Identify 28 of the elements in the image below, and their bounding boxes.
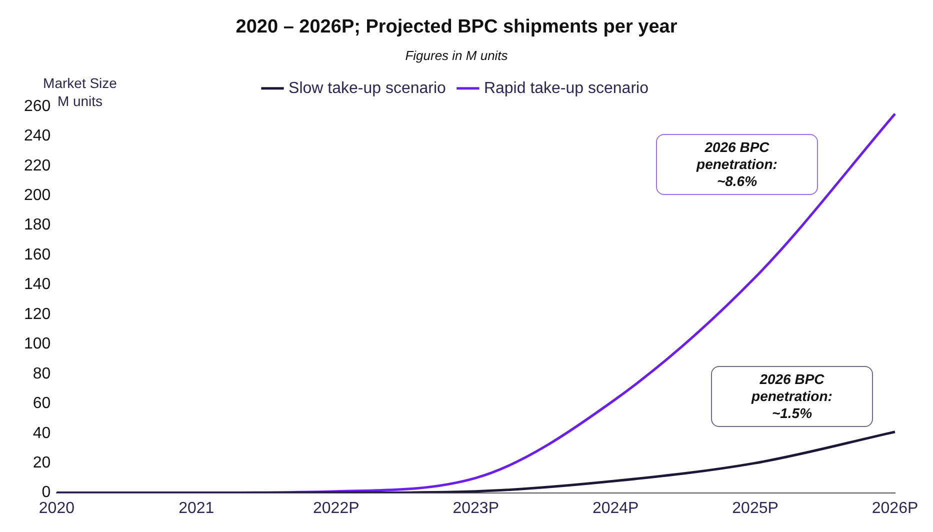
- callout-box: 2026 BPC penetration: ~1.5%: [711, 366, 873, 427]
- y-tick-label: 0: [42, 484, 51, 502]
- legend-label: Rapid take-up scenario: [484, 80, 649, 97]
- y-tick-label: 180: [24, 216, 51, 234]
- chart-title: 2020 – 2026P; Projected BPC shipments per year: [236, 16, 678, 38]
- y-tick-label: 40: [32, 424, 51, 442]
- y-tick-label: 240: [24, 128, 51, 145]
- x-tick-label: 2025P: [732, 500, 778, 517]
- y-tick-label: 80: [32, 365, 51, 382]
- y-tick-label: 20: [32, 454, 51, 472]
- callout-box: 2026 BPC penetration: ~8.6%: [656, 134, 818, 195]
- y-tick-label: 220: [24, 157, 51, 174]
- x-tick-label: 2023P: [452, 500, 499, 517]
- y-tick-label: 100: [24, 336, 51, 353]
- x-tick-label: 2022P: [312, 500, 360, 517]
- x-tick-label: 2026P: [872, 500, 918, 517]
- chart-subtitle: Figures in M units: [405, 48, 508, 64]
- y-tick-label: 160: [24, 246, 51, 264]
- x-tick-label: 2024P: [592, 500, 639, 517]
- y-tick-label: 260: [24, 98, 51, 115]
- y-tick-label: 60: [32, 395, 51, 412]
- y-tick-label: 140: [24, 276, 51, 294]
- y-tick-label: 200: [24, 186, 51, 204]
- x-tick-label: 2021: [178, 500, 214, 517]
- y-tick-label: 120: [24, 306, 51, 323]
- x-tick-label: 2020: [38, 500, 75, 517]
- legend-label: Slow take-up scenario: [288, 80, 446, 97]
- line-series: [55, 430, 896, 493]
